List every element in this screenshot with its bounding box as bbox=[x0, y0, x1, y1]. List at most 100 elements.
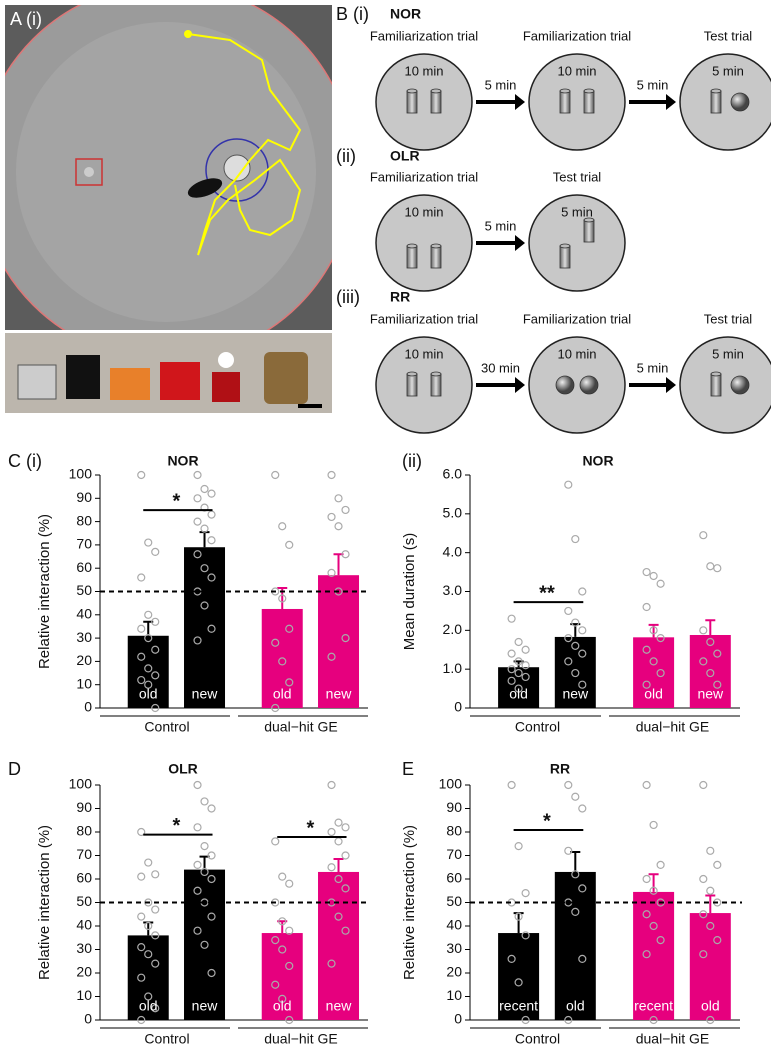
data-point bbox=[151, 905, 160, 914]
trial-arena bbox=[528, 194, 626, 292]
y-tick-label: 50 bbox=[76, 582, 92, 598]
data-point bbox=[564, 606, 573, 616]
data-point bbox=[151, 547, 160, 556]
trial-duration: 10 min bbox=[557, 346, 596, 361]
y-tick-label: 60 bbox=[76, 559, 92, 575]
data-point bbox=[341, 550, 350, 559]
data-point bbox=[564, 846, 573, 855]
data-point bbox=[334, 818, 343, 827]
trial-label: Test trial bbox=[704, 311, 753, 326]
data-point bbox=[207, 968, 216, 978]
data-point bbox=[642, 602, 651, 612]
data-point bbox=[285, 1015, 294, 1025]
data-point bbox=[207, 874, 216, 884]
panel-label: A (i) bbox=[10, 9, 42, 29]
data-point bbox=[200, 601, 209, 610]
y-tick-label: 0 bbox=[84, 699, 92, 715]
data-point bbox=[193, 517, 202, 526]
cylinder-top bbox=[710, 371, 722, 377]
data-point bbox=[271, 935, 280, 945]
panel-label: C (i) bbox=[8, 451, 42, 471]
bar-label: old bbox=[566, 998, 585, 1014]
cylinder-object bbox=[559, 90, 571, 114]
data-point bbox=[699, 657, 708, 666]
data-point bbox=[514, 841, 523, 851]
significance-label: * bbox=[172, 490, 180, 512]
data-point bbox=[699, 950, 708, 959]
data-point bbox=[285, 678, 294, 687]
data-point bbox=[642, 874, 651, 884]
data-point bbox=[327, 512, 336, 522]
data-point bbox=[578, 804, 587, 813]
group-label: Control bbox=[144, 719, 189, 735]
bar bbox=[498, 933, 540, 1020]
data-point bbox=[137, 675, 146, 685]
sphere-object bbox=[730, 92, 750, 112]
cylinder-top bbox=[710, 88, 722, 94]
data-point bbox=[193, 860, 202, 870]
data-point bbox=[521, 888, 530, 898]
data-point bbox=[327, 959, 336, 968]
y-tick-label: 6.0 bbox=[443, 466, 463, 482]
data-point bbox=[713, 680, 722, 689]
data-point bbox=[521, 672, 530, 682]
data-point bbox=[706, 562, 715, 571]
data-point bbox=[207, 912, 216, 921]
cylinder-top bbox=[430, 88, 442, 94]
cylinder-top bbox=[559, 243, 571, 249]
bar-label: old bbox=[273, 998, 292, 1014]
y-axis-label: Relative interaction (%) bbox=[36, 514, 53, 669]
row-name: RR bbox=[390, 289, 410, 305]
data-point bbox=[271, 837, 280, 846]
group-label: Control bbox=[144, 1031, 189, 1047]
y-tick-label: 5.0 bbox=[443, 505, 463, 521]
error-bar bbox=[570, 850, 581, 872]
data-point bbox=[271, 470, 280, 480]
y-tick-label: 10 bbox=[446, 987, 462, 1003]
group-label: Control bbox=[515, 1031, 560, 1047]
data-point bbox=[507, 665, 516, 674]
data-point bbox=[144, 858, 153, 867]
error-bar bbox=[705, 619, 716, 635]
cylinder-object bbox=[406, 245, 418, 269]
data-point bbox=[514, 912, 523, 921]
bar-label: old bbox=[701, 998, 720, 1014]
data-point bbox=[151, 617, 160, 626]
data-point bbox=[656, 935, 665, 945]
y-axis-label: Mean duration (s) bbox=[401, 533, 418, 651]
data-point bbox=[327, 863, 336, 872]
data-point bbox=[649, 886, 658, 895]
data-point bbox=[334, 874, 343, 884]
data-point bbox=[713, 564, 722, 573]
trial-arena bbox=[528, 53, 626, 151]
y-tick-label: 40 bbox=[446, 917, 462, 933]
sphere-object bbox=[730, 375, 750, 395]
trial-duration: 10 min bbox=[404, 63, 443, 78]
data-point bbox=[514, 657, 523, 666]
data-point bbox=[699, 531, 708, 540]
data-point bbox=[514, 978, 523, 987]
cylinder-object bbox=[710, 373, 722, 397]
data-point bbox=[200, 797, 209, 806]
data-point bbox=[193, 780, 202, 790]
data-point bbox=[144, 992, 153, 1001]
bar bbox=[318, 575, 360, 708]
y-axis-label: Relative interaction (%) bbox=[36, 825, 53, 980]
data-point bbox=[200, 867, 209, 877]
data-point bbox=[507, 649, 516, 658]
data-point bbox=[699, 626, 708, 635]
bar-label: old bbox=[139, 998, 158, 1014]
data-point bbox=[713, 649, 722, 658]
data-point bbox=[334, 494, 343, 503]
data-point bbox=[193, 550, 202, 559]
cylinder-object bbox=[430, 245, 442, 269]
data-point bbox=[151, 1004, 160, 1013]
data-point bbox=[278, 594, 287, 603]
data-point bbox=[193, 926, 202, 935]
data-point bbox=[578, 626, 587, 635]
data-point bbox=[514, 637, 523, 647]
y-tick-label: 90 bbox=[446, 799, 462, 815]
data-point bbox=[713, 860, 722, 870]
data-point bbox=[207, 851, 216, 860]
